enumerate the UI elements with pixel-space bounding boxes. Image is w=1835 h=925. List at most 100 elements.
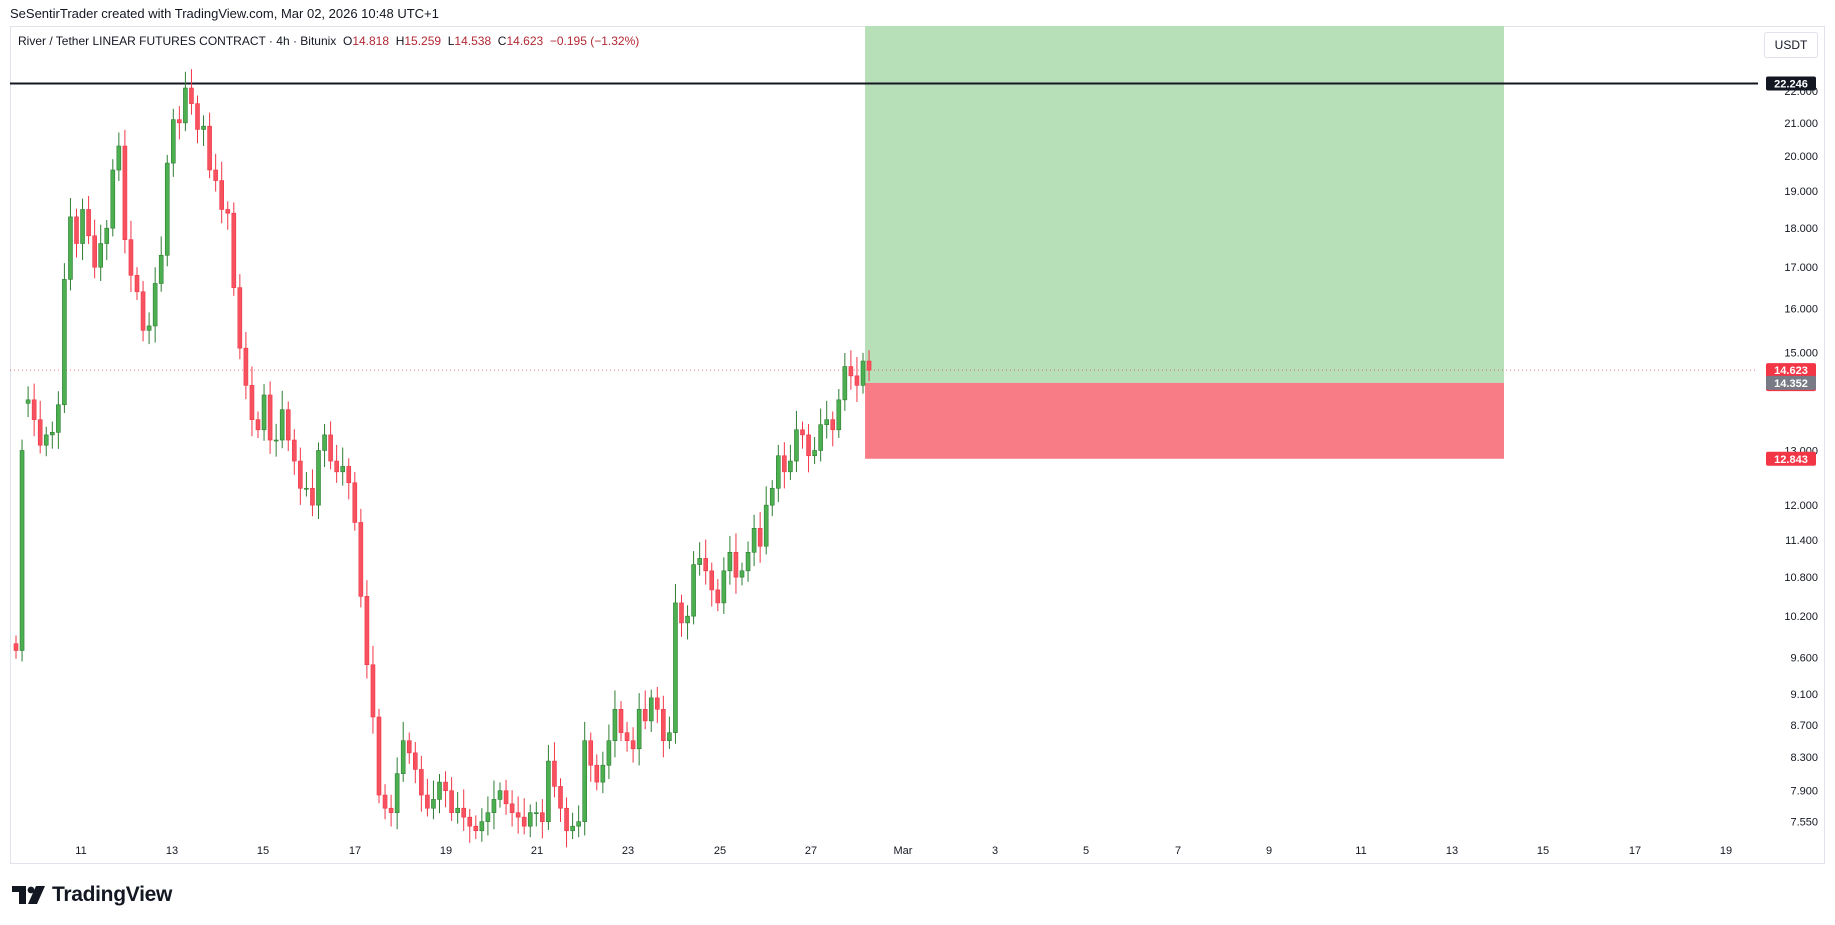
candle-body	[673, 602, 678, 734]
candle-body	[406, 740, 412, 754]
candle-body	[231, 212, 237, 288]
open-value: 14.818	[352, 34, 390, 48]
candle-body	[715, 589, 721, 604]
candle-body	[703, 558, 709, 572]
candle-body	[334, 460, 339, 473]
y-tick-label: 8.300	[1790, 752, 1818, 764]
entry-price-badge	[1766, 375, 1816, 390]
x-tick-label: 3	[992, 845, 998, 857]
y-tick-label: 18.000	[1784, 223, 1818, 235]
take-profit-zone[interactable]	[865, 26, 1504, 383]
candle-body	[43, 434, 49, 446]
candle-body	[552, 760, 557, 787]
candle-body	[37, 419, 43, 446]
tradingview-wordmark: TradingView	[52, 883, 173, 906]
candle-body	[745, 551, 751, 572]
candle-body	[195, 103, 200, 130]
candle-body	[576, 821, 581, 827]
candle-body	[527, 812, 533, 827]
candle-body	[800, 429, 805, 436]
y-tick-label: 12.000	[1784, 500, 1818, 512]
candle-body	[219, 180, 224, 210]
candle-body	[667, 732, 672, 742]
tradingview-logo[interactable]: TradingView	[12, 883, 172, 907]
y-tick-label: 7.550	[1790, 817, 1818, 829]
candle-body	[31, 399, 37, 420]
candle-body	[630, 740, 636, 750]
price-change: −0.195 (−1.32%)	[549, 34, 640, 48]
candle-body	[328, 434, 333, 462]
candle-body	[546, 760, 551, 822]
open-label: O	[342, 34, 353, 48]
x-tick-label: 11	[1355, 845, 1366, 857]
candle-body	[146, 325, 152, 331]
candle-body	[618, 708, 624, 734]
currency-button[interactable]: USDT	[1764, 32, 1818, 58]
candle-body	[370, 664, 376, 718]
candle-body	[80, 209, 85, 244]
candle-body	[842, 366, 848, 401]
y-tick-label: 20.000	[1784, 151, 1818, 163]
x-tick-label: 11	[75, 845, 86, 857]
x-tick-label: 19	[1720, 845, 1732, 857]
candle-body	[25, 399, 31, 404]
x-tick-label: 13	[1446, 845, 1458, 857]
x-tick-label: 25	[714, 845, 726, 857]
candle-body	[485, 812, 491, 822]
candle-body	[267, 394, 273, 441]
candle-body	[558, 786, 563, 809]
x-tick-label: 13	[166, 845, 178, 857]
candle-body	[98, 243, 103, 268]
x-tick-label: 27	[805, 845, 817, 857]
candle-body	[515, 812, 521, 818]
candlestick-chart[interactable]: 7.550 7.900 8.300 8.700 9.100 9.600 10.200 10.8…	[10, 26, 1825, 864]
candle-body	[757, 528, 763, 547]
candle-body	[425, 794, 430, 809]
candle-body	[62, 279, 67, 406]
candle-body	[691, 564, 696, 617]
candle-body	[213, 169, 218, 181]
candle-body	[606, 740, 612, 766]
x-tick-label: 7	[1175, 845, 1181, 857]
candle-body	[376, 716, 382, 796]
high-label: H	[395, 34, 405, 48]
close-label: C	[497, 34, 507, 48]
candle-body	[358, 522, 364, 597]
candle-body	[388, 807, 394, 813]
candle-body	[769, 487, 775, 506]
candle-body	[775, 455, 781, 489]
candle-body	[860, 360, 866, 386]
y-tick-label: 9.600	[1790, 653, 1818, 665]
y-tick-label: 21.000	[1784, 118, 1818, 130]
candle-body	[679, 602, 684, 624]
stop-loss-zone[interactable]	[865, 382, 1504, 459]
candle-body	[128, 239, 134, 276]
candle-body	[183, 87, 188, 124]
candle-body	[298, 460, 303, 489]
candle-body	[721, 570, 727, 604]
candle-body	[86, 209, 91, 237]
candle-body	[92, 235, 97, 268]
candle-body	[164, 162, 170, 256]
candle-body	[255, 419, 261, 431]
current-price-badge-text: 14.623	[1774, 365, 1808, 377]
candle-body	[116, 145, 122, 171]
symbol-description: River / Tether LINEAR FUTURES CONTRACT ·…	[18, 34, 337, 48]
candle-body	[412, 752, 418, 770]
y-tick-label: 16.000	[1784, 304, 1818, 316]
candle-body	[431, 799, 436, 809]
candle-body	[612, 708, 618, 742]
candle-body	[594, 764, 600, 783]
y-tick-label: 11.400	[1785, 535, 1818, 547]
candle-body	[794, 429, 799, 462]
candle-body	[491, 799, 497, 813]
candle-body	[104, 227, 110, 244]
candle-body	[177, 119, 182, 124]
candle-body	[443, 781, 448, 792]
candle-body	[570, 825, 575, 832]
candle-body	[158, 254, 164, 284]
candle-body	[812, 450, 817, 457]
x-tick-label: 17	[1629, 845, 1641, 857]
candle-body	[600, 764, 606, 783]
candle-body	[533, 812, 539, 814]
